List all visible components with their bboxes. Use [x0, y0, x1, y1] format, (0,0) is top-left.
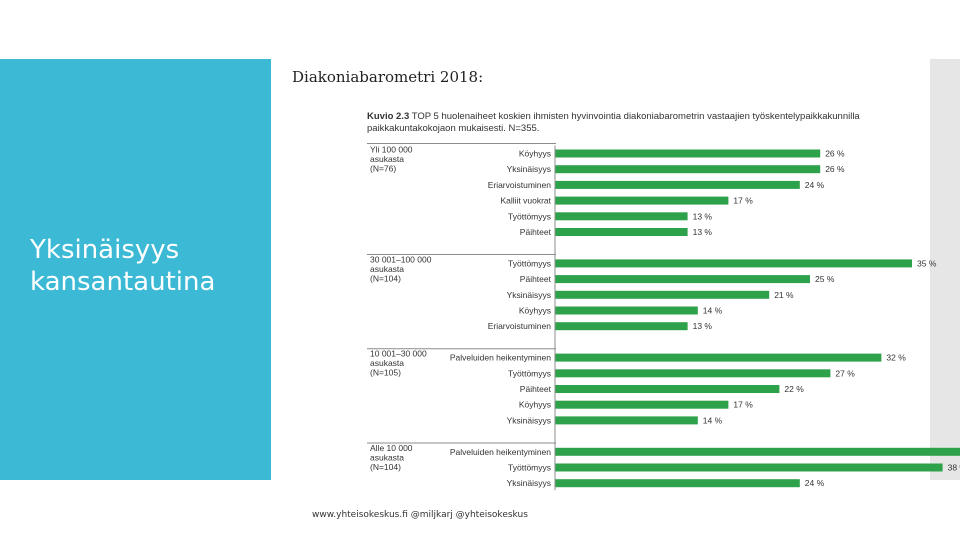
category-label: Palveluiden heikentyminen	[450, 353, 551, 363]
value-label: 14 %	[703, 306, 723, 316]
group-label: Yli 100 000	[370, 145, 413, 155]
category-label: Työttömyys	[508, 463, 551, 473]
group-label: (N=104)	[370, 273, 401, 283]
category-label: Yksinäisyys	[507, 415, 551, 425]
bar	[555, 290, 770, 299]
category-label: Työttömyys	[508, 368, 551, 378]
category-label: Päihteet	[520, 274, 552, 284]
value-label: 17 %	[733, 196, 753, 206]
group-label: Alle 10 000	[370, 443, 413, 453]
value-label: 35 %	[917, 258, 937, 268]
category-label: Köyhyys	[519, 306, 551, 316]
bar	[555, 322, 688, 331]
category-label: Yksinäisyys	[507, 164, 551, 174]
chart-title: Kuvio 2.3 TOP 5 huolenaiheet koskien ihm…	[367, 111, 867, 135]
bar	[555, 463, 943, 472]
bar	[555, 259, 912, 268]
category-label: Työttömyys	[508, 211, 551, 221]
group-label: (N=105)	[370, 368, 401, 378]
bar	[555, 275, 810, 284]
right-edge-strip	[930, 59, 960, 480]
bar	[555, 228, 688, 236]
accent-panel	[0, 59, 271, 480]
category-label: Yksinäisyys	[507, 290, 551, 300]
category-label: Palveluiden heikentyminen	[450, 447, 551, 457]
bar	[555, 212, 688, 221]
bar	[555, 447, 960, 456]
category-label: Yksinäisyys	[507, 478, 551, 488]
value-label: 38 %	[948, 463, 960, 473]
category-label: Eriarvoistuminen	[488, 180, 552, 190]
bar	[555, 180, 800, 189]
value-label: 32 %	[886, 353, 906, 363]
value-label: 25 %	[815, 274, 835, 284]
value-label: 26 %	[825, 164, 845, 174]
group-label: (N=76)	[370, 164, 396, 174]
value-label: 24 %	[805, 478, 825, 488]
chart-figure-number: Kuvio 2.3	[367, 111, 410, 122]
value-label: 27 %	[835, 368, 855, 378]
bar	[555, 165, 821, 174]
bar	[555, 149, 821, 158]
bar	[555, 400, 729, 409]
bar	[555, 416, 698, 425]
chart-title-text: TOP 5 huolenaiheet koskien ihmisten hyvi…	[367, 111, 860, 134]
slide-heading: Diakoniabarometri 2018:	[292, 68, 484, 86]
value-label: 17 %	[733, 400, 753, 410]
group-label: asukasta	[370, 264, 404, 274]
category-label: Työttömyys	[508, 258, 551, 268]
group-label: asukasta	[370, 154, 404, 164]
group-label: (N=104)	[370, 462, 401, 472]
bar	[555, 353, 882, 362]
category-label: Päihteet	[520, 227, 552, 237]
category-label: Köyhyys	[519, 149, 551, 159]
group-label: 30 001–100 000	[370, 254, 432, 264]
value-label: 22 %	[784, 384, 804, 394]
value-label: 24 %	[805, 180, 825, 190]
group-label: 10 001–30 000	[370, 349, 427, 359]
bar	[555, 479, 800, 488]
value-label: 13 %	[693, 211, 713, 221]
group-label: asukasta	[370, 452, 404, 462]
bar	[555, 369, 831, 378]
value-label: 26 %	[825, 149, 845, 159]
value-label: 13 %	[693, 227, 713, 237]
value-label: 21 %	[774, 290, 794, 300]
category-label: Kalliit vuokrat	[500, 196, 551, 206]
category-label: Päihteet	[520, 384, 552, 394]
side-title: Yksinäisyys kansantautina	[30, 235, 216, 297]
footer-text: www.yhteisokeskus.fi @miljkarj @yhteisok…	[312, 510, 528, 520]
bar	[555, 385, 780, 393]
bar	[555, 196, 729, 205]
bar	[555, 306, 698, 315]
group-label: asukasta	[370, 358, 404, 368]
value-label: 14 %	[703, 415, 723, 425]
value-label: 13 %	[693, 321, 713, 331]
category-label: Eriarvoistuminen	[488, 321, 552, 331]
category-label: Köyhyys	[519, 400, 551, 410]
